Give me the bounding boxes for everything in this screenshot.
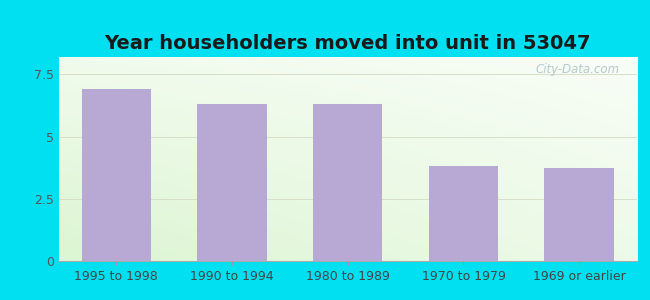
Bar xyxy=(545,168,614,261)
Bar xyxy=(429,167,498,261)
Title: Year householders moved into unit in 53047: Year householders moved into unit in 530… xyxy=(105,34,591,53)
Bar xyxy=(198,104,266,261)
Bar xyxy=(82,89,151,261)
Bar xyxy=(313,104,382,261)
Text: City-Data.com: City-Data.com xyxy=(536,63,619,76)
